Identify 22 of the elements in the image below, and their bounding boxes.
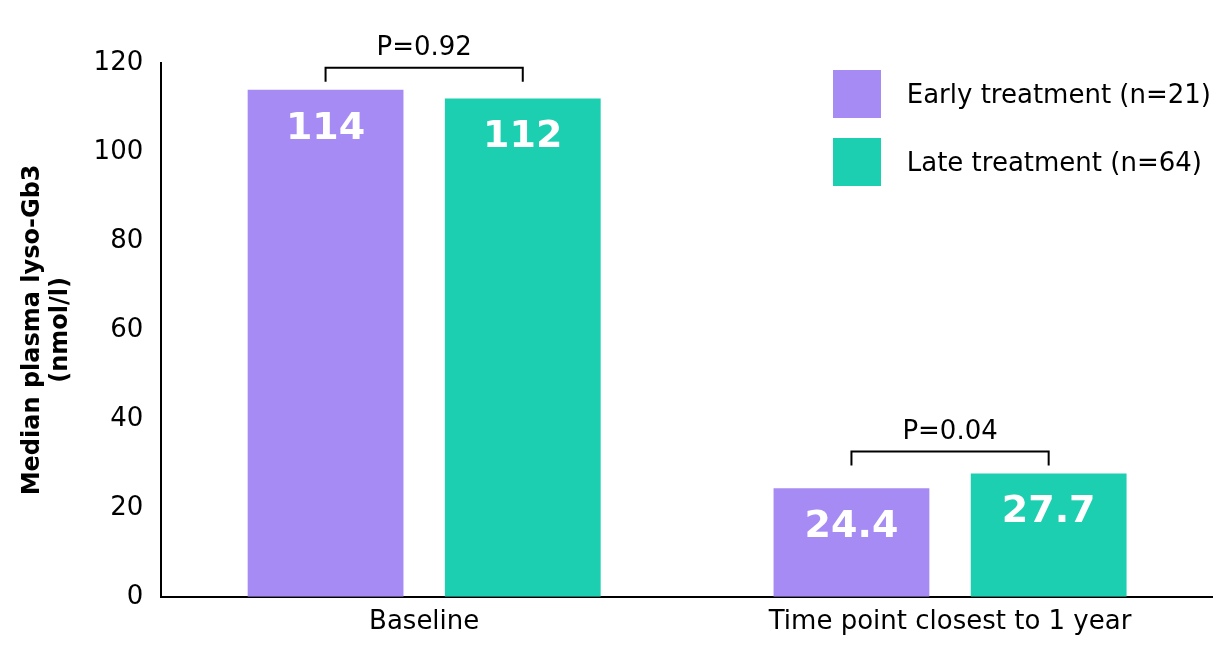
y-axis-title: Median plasma lyso-Gb3 (nmol/l) (16, 164, 74, 496)
data-label: 27.7 (1001, 487, 1096, 532)
annotation: P=0.04 (902, 415, 998, 446)
data-label: 112 (483, 112, 563, 157)
bar (773, 488, 930, 597)
y-tick-label: 20 (110, 490, 144, 521)
y-tick-label: 0 (126, 579, 144, 610)
bar (970, 473, 1127, 597)
y-tick-label: 100 (93, 134, 144, 165)
data-label: 24.4 (804, 502, 899, 547)
y-tick-label: 120 (93, 45, 144, 76)
legend-label: Early treatment (n=21) (906, 79, 1211, 109)
bar (444, 98, 601, 597)
legend-label: Late treatment (n=64) (906, 147, 1202, 177)
data-label: 114 (285, 103, 366, 148)
text: P=0.92 (376, 31, 472, 62)
y-tick-label: 60 (110, 312, 144, 343)
x-tick-label: Baseline (369, 605, 480, 636)
bar (247, 89, 404, 597)
y-tick-label: 80 (110, 223, 144, 254)
y-tick-label: 40 (110, 401, 144, 432)
x-tick-label: Time point closest to 1 year (767, 605, 1132, 636)
